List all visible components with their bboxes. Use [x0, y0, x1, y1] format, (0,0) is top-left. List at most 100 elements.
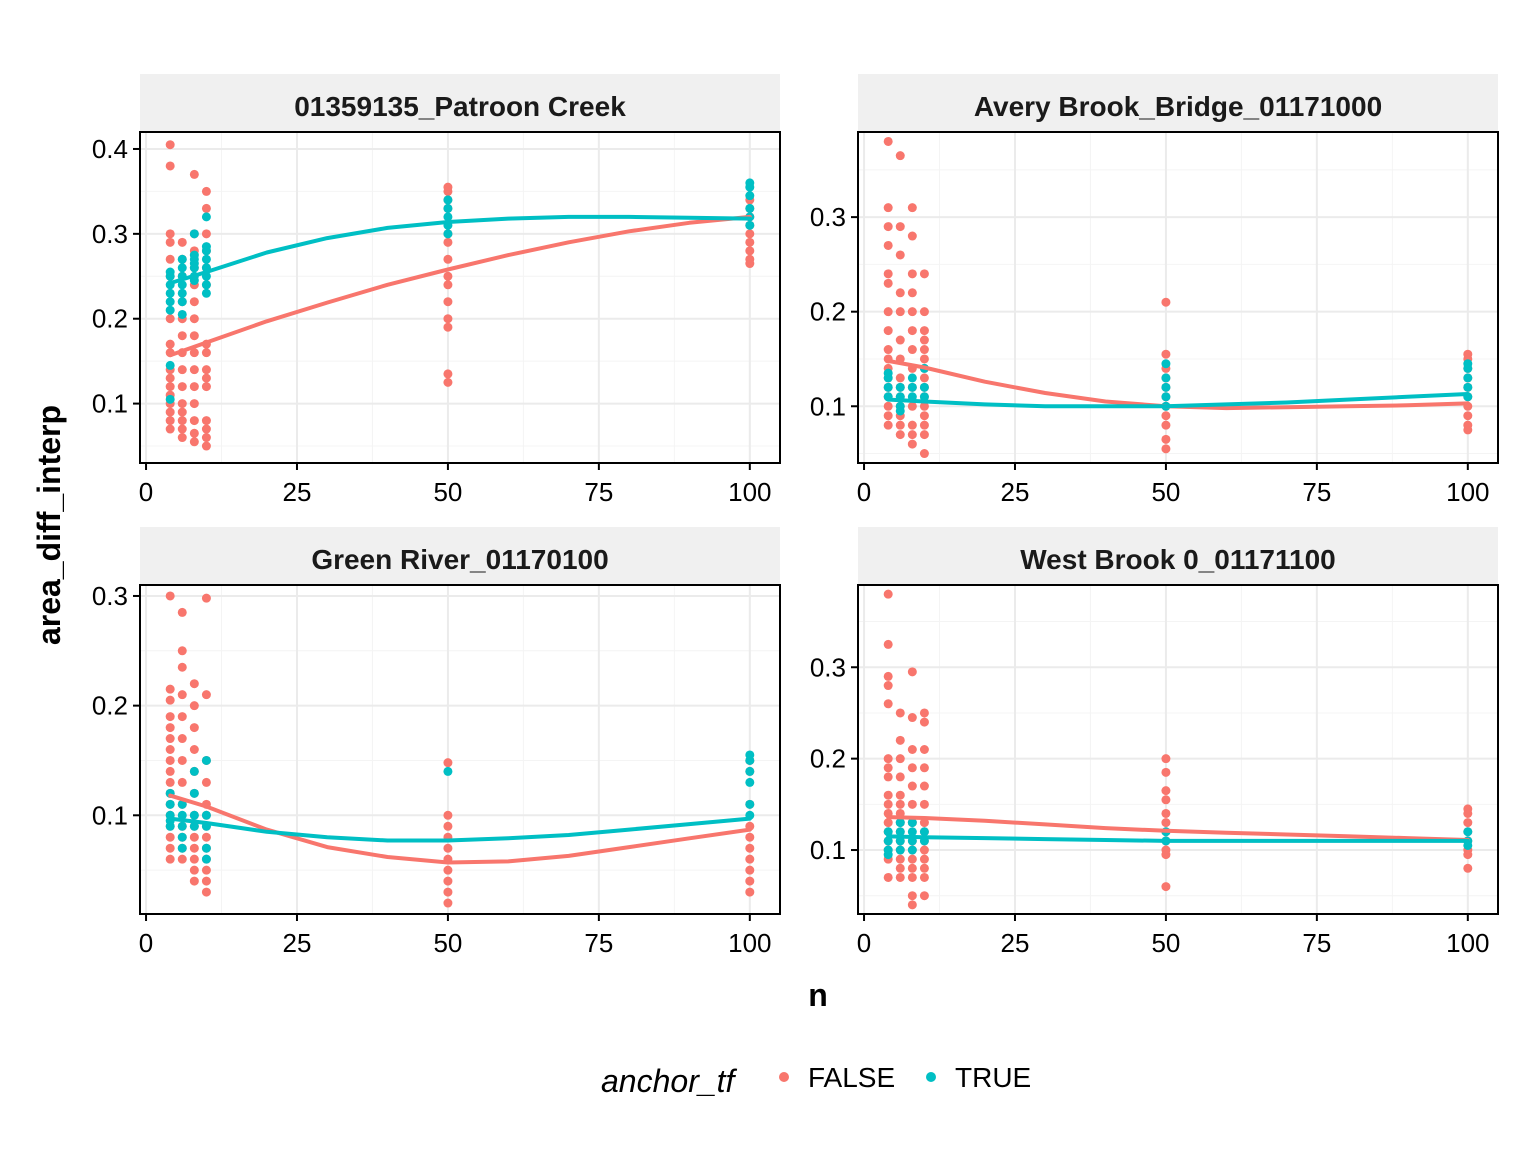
- data-point-false: [895, 307, 905, 317]
- data-point-false: [907, 326, 917, 336]
- y-axis-title: area_diff_interp: [31, 405, 67, 645]
- data-point-true: [165, 394, 175, 404]
- data-point-true: [443, 195, 453, 205]
- facet-panel-4: West Brook 0_01171100 0 25 50 75 100 0.1 0.2 0.3: [810, 527, 1499, 958]
- data-point-false: [745, 865, 755, 875]
- data-point-false: [907, 307, 917, 317]
- data-point-false: [165, 161, 175, 171]
- data-point-false: [1463, 850, 1473, 860]
- data-point-false: [201, 382, 211, 392]
- data-point-false: [883, 240, 893, 250]
- data-point-false: [895, 335, 905, 345]
- panel-border: [139, 131, 781, 464]
- panel-background: [140, 585, 780, 914]
- data-point-false: [883, 411, 893, 421]
- data-point-false: [189, 331, 199, 341]
- data-point-false: [1161, 434, 1171, 444]
- data-point-true: [177, 297, 187, 307]
- data-point-false: [895, 420, 905, 430]
- data-point-false: [883, 401, 893, 411]
- data-point-false: [165, 237, 175, 247]
- data-point-false: [883, 772, 893, 782]
- data-point-false: [745, 237, 755, 247]
- data-point-false: [883, 307, 893, 317]
- data-point-true: [745, 191, 755, 201]
- data-point-false: [745, 843, 755, 853]
- data-point-false: [177, 777, 187, 787]
- data-point-false: [907, 781, 917, 791]
- data-point-false: [177, 755, 187, 765]
- data-point-true: [165, 360, 175, 370]
- smooth-line-false: [168, 214, 752, 358]
- data-point-false: [907, 900, 917, 910]
- facet-strip: [858, 74, 1498, 132]
- data-point-false: [895, 222, 905, 232]
- data-point-false: [165, 777, 175, 787]
- data-point-false: [189, 876, 199, 886]
- data-point-false: [443, 237, 453, 247]
- smooth-line-true: [886, 392, 1470, 409]
- data-point-false: [907, 401, 917, 411]
- data-point-false: [907, 854, 917, 864]
- data-point-false: [919, 863, 929, 873]
- data-point-true: [165, 288, 175, 298]
- panel-background: [140, 132, 780, 463]
- data-point-false: [443, 322, 453, 332]
- data-point-true: [745, 777, 755, 787]
- data-point-false: [165, 832, 175, 842]
- data-point-false: [443, 186, 453, 196]
- data-point-false: [907, 430, 917, 440]
- legend-label-false: FALSE: [808, 1062, 895, 1093]
- data-point-false: [919, 845, 929, 855]
- x-tick-label: 0: [139, 928, 153, 958]
- data-point-false: [895, 430, 905, 440]
- data-point-false: [907, 667, 917, 677]
- x-tick-label: 100: [728, 477, 771, 507]
- data-point-false: [883, 799, 893, 809]
- data-point-true: [907, 845, 917, 855]
- data-point-true: [745, 182, 755, 192]
- data-point-false: [919, 373, 929, 383]
- data-point-false: [1161, 349, 1171, 359]
- data-point-true: [177, 254, 187, 264]
- data-point-false: [443, 821, 453, 831]
- data-point-false: [189, 348, 199, 358]
- data-point-true: [177, 799, 187, 809]
- data-point-true: [883, 836, 893, 846]
- data-point-true: [177, 821, 187, 831]
- gridlines: [140, 585, 780, 914]
- data-point-false: [919, 708, 929, 718]
- data-point-true: [177, 280, 187, 290]
- x-tick-label: 50: [433, 477, 462, 507]
- legend-key-false: [779, 1072, 789, 1082]
- data-point-false: [883, 790, 893, 800]
- data-point-true: [883, 382, 893, 392]
- data-point-false: [883, 699, 893, 709]
- data-point-false: [201, 186, 211, 196]
- x-tick-label: 50: [433, 928, 462, 958]
- data-point-false: [165, 373, 175, 383]
- y-tick-label: 0.2: [92, 691, 128, 721]
- data-point-false: [165, 695, 175, 705]
- data-point-true: [189, 229, 199, 239]
- legend-label-true: TRUE: [955, 1062, 1031, 1093]
- data-point-false: [919, 307, 929, 317]
- data-point-true: [189, 810, 199, 820]
- data-point-false: [1161, 786, 1171, 796]
- data-point-false: [165, 339, 175, 349]
- data-point-false: [745, 854, 755, 864]
- data-point-false: [165, 684, 175, 694]
- gridlines: [140, 132, 780, 463]
- data-point-false: [201, 416, 211, 426]
- data-point-false: [895, 250, 905, 260]
- data-point-false: [177, 407, 187, 417]
- data-point-false: [919, 872, 929, 882]
- data-point-false: [1161, 297, 1171, 307]
- data-point-false: [919, 354, 929, 364]
- x-tick-label: 50: [1151, 928, 1180, 958]
- data-point-false: [1161, 411, 1171, 421]
- y-axis: 0.1 0.2 0.3: [810, 202, 858, 421]
- data-point-false: [443, 369, 453, 379]
- data-point-false: [443, 271, 453, 281]
